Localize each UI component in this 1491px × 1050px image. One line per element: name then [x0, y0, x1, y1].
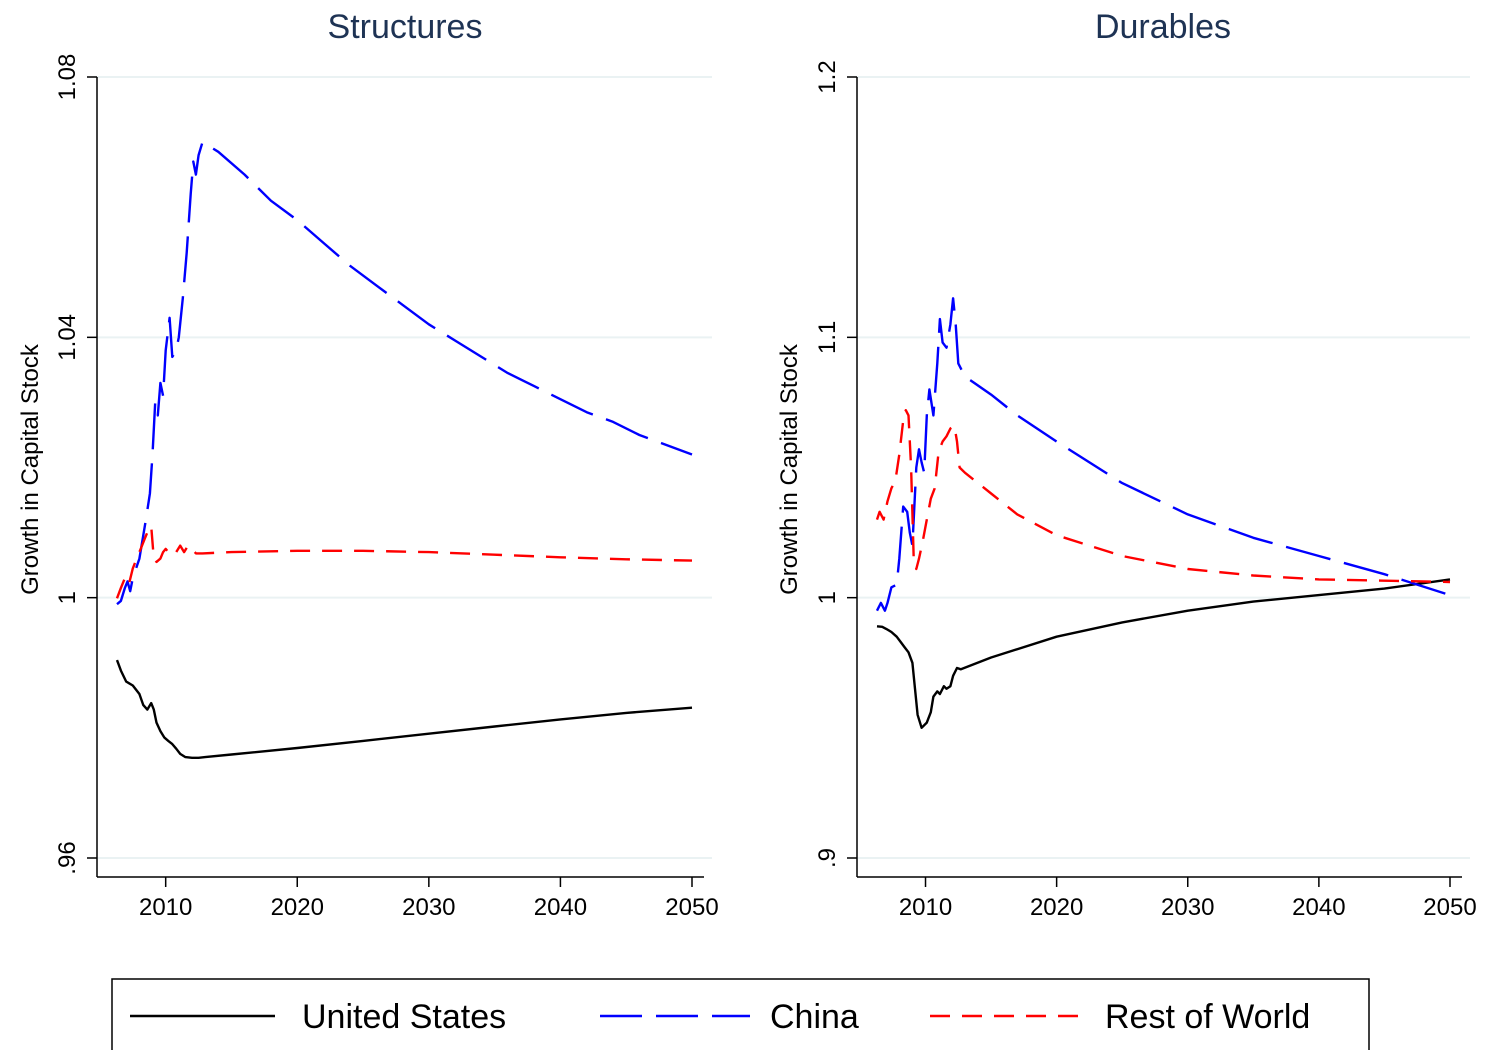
structures-panel: .96 1 1.04 1.08 2010 2020 2030 2040 2050 Structur…: [17, 8, 719, 921]
legend-label: China: [770, 998, 859, 1036]
x-tick-label: 2050: [665, 894, 718, 921]
x-tick-label: 2030: [402, 894, 455, 921]
legend-label: Rest of World: [1105, 998, 1310, 1036]
series-line-united-states: [115, 659, 693, 759]
y-tick-label: 1.04: [54, 314, 81, 361]
x-tick-label: 2030: [1161, 894, 1214, 921]
series-line-china: [875, 297, 1451, 612]
legend-label: United States: [302, 998, 506, 1036]
x-tick-label: 2020: [271, 894, 324, 921]
x-tick-label: 2010: [899, 894, 952, 921]
y-tick-label: 1: [54, 591, 81, 604]
legend: United States China Rest of World: [111, 978, 1370, 1050]
y-tick-label: 1.1: [814, 321, 841, 354]
x-tick-label: 2020: [1030, 894, 1083, 921]
series-line-rest-of-world: [875, 409, 1451, 584]
y-tick-label: 1: [814, 591, 841, 604]
y-axis-label: Growth in Capital Stock: [776, 343, 803, 595]
series-line-united-states: [876, 578, 1451, 729]
x-tick-label: 2050: [1423, 894, 1476, 921]
y-tick-label: .9: [814, 848, 841, 868]
y-tick-label: 1.2: [814, 60, 841, 93]
series-line-china: [116, 140, 693, 606]
x-tick-label: 2010: [139, 894, 192, 921]
y-axis-label: Growth in Capital Stock: [17, 343, 44, 595]
legend-box: [111, 978, 1370, 1050]
y-tick-label: 1.08: [54, 54, 81, 101]
y-tick-label: .96: [54, 841, 81, 874]
x-tick-label: 2040: [1292, 894, 1345, 921]
panel-title: Structures: [328, 8, 483, 46]
x-tick-label: 2040: [534, 894, 587, 921]
panel-title: Durables: [1095, 8, 1231, 46]
durables-panel: .9 1 1.1 1.2 2010 2020 2030 2040 2050 Durables Gro…: [776, 8, 1477, 921]
